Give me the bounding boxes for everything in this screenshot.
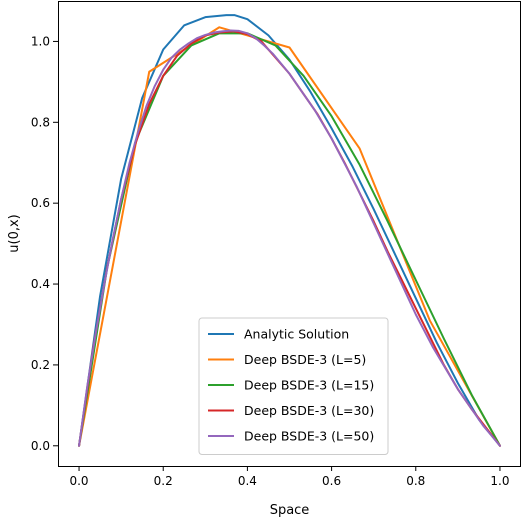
y-tick-label: 0.0 [31,439,50,453]
series-line-1 [78,14,501,447]
y-tick-label: 0.8 [31,115,50,129]
legend-label: Deep BSDE-3 (L=5) [244,352,366,367]
y-axis-label: u(0,x) [7,214,22,252]
legend-label: Analytic Solution [244,327,349,342]
legend-box [198,317,389,455]
x-tick-label: 0.0 [69,474,88,488]
plot-frame [58,1,521,467]
legend-label: Deep BSDE-3 (L=15) [244,378,374,393]
y-tick-label: 0.2 [31,358,50,372]
y-tick-label: 0.4 [31,277,50,291]
legend-label: Deep BSDE-3 (L=30) [244,403,374,418]
x-tick-label: 1.0 [490,474,509,488]
legend-label: Deep BSDE-3 (L=50) [244,429,374,444]
x-tick-label: 0.8 [406,474,425,488]
x-tick-label: 0.2 [154,474,173,488]
series-line-3 [78,32,501,447]
y-tick-label: 0.6 [31,196,50,210]
y-tick-label: 1.0 [31,34,50,48]
legend: Analytic Solution Deep BSDE-3 (L=5) Deep B… [198,317,389,455]
x-tick-label: 0.6 [322,474,341,488]
x-axis-label: Space [270,503,310,518]
axes-layer: 0.0 0.2 0.4 0.6 0.8 1.0 0.0 0.2 0.4 0.6 0.8 1.0 [31,34,510,488]
series-line-2 [78,26,501,447]
series-line-5 [78,29,501,447]
series-layer [78,14,501,447]
x-tick-label: 0.4 [238,474,257,488]
